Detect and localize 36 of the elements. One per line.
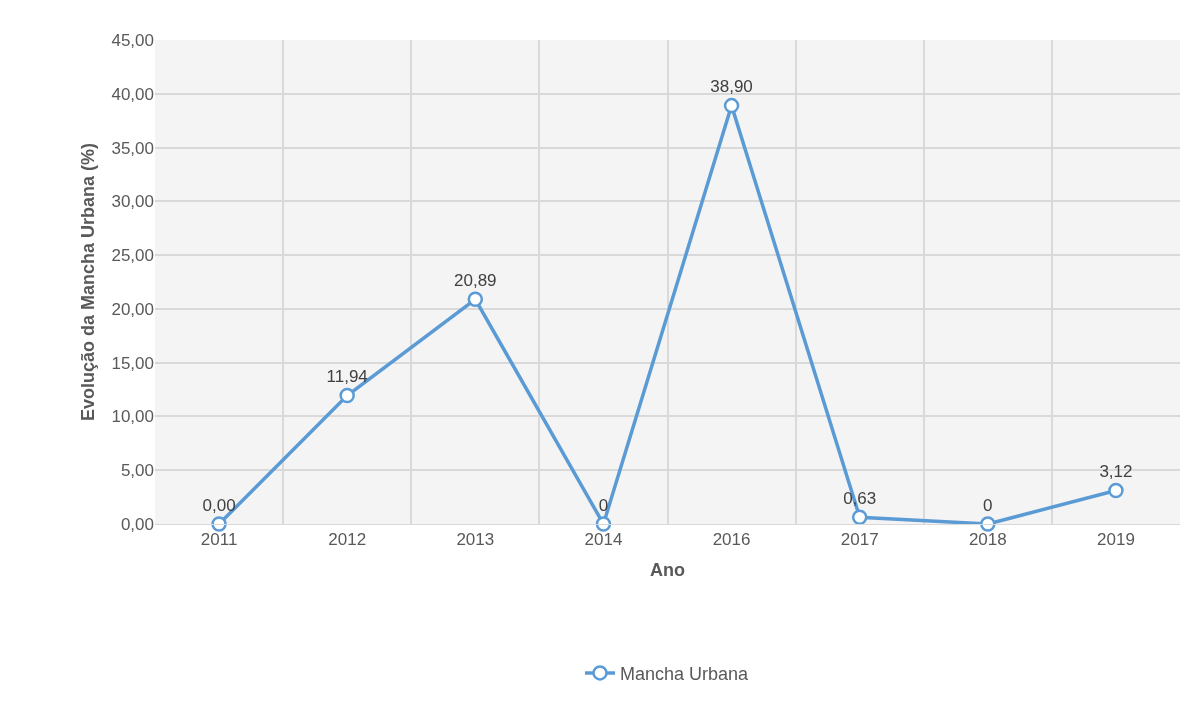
- x-tick-label: 2011: [200, 530, 238, 550]
- data-label: 38,90: [710, 77, 753, 97]
- y-tick-label: 35,00: [111, 138, 154, 158]
- data-label: 0: [598, 495, 609, 515]
- point: [723, 97, 740, 114]
- y-tick-label: 0,00: [120, 514, 154, 534]
- point: [851, 509, 868, 525]
- point: [467, 291, 484, 308]
- y-axis-title: Evolução da Mancha Urbana (%): [77, 142, 98, 422]
- x-tick-label: 2013: [456, 530, 495, 550]
- point: [339, 387, 355, 404]
- x-tick-label: 2014: [584, 530, 623, 550]
- legend-label: Mancha Urbana: [620, 663, 750, 684]
- y-tick-label: 30,00: [111, 192, 154, 212]
- point: [1108, 482, 1124, 499]
- x-axis-title: Ano: [650, 559, 685, 580]
- y-tick-label: 45,00: [111, 30, 154, 50]
- x-tick-label: 2016: [712, 530, 751, 550]
- data-label: 0,00: [202, 495, 236, 515]
- y-tick-label: 40,00: [111, 84, 154, 104]
- x-tick-label: 2017: [840, 530, 879, 550]
- y-tick-label: 15,00: [111, 353, 154, 373]
- x-tick-label: 2012: [328, 530, 367, 550]
- data-label: 20,89: [454, 270, 497, 290]
- data-label: 0: [983, 495, 993, 515]
- data-label: 3,12: [1099, 462, 1133, 482]
- point: [595, 516, 612, 532]
- x-tick-label: 2019: [1097, 530, 1135, 550]
- y-tick-label: 5,00: [120, 461, 154, 481]
- point: [211, 516, 227, 532]
- y-tick-label: 20,00: [111, 299, 154, 319]
- data-label: 11,94: [326, 367, 368, 387]
- x-tick-label: 2018: [968, 530, 1007, 550]
- point: [980, 516, 996, 532]
- y-tick-label: 25,00: [111, 246, 154, 266]
- y-tick-label: 10,00: [111, 407, 154, 427]
